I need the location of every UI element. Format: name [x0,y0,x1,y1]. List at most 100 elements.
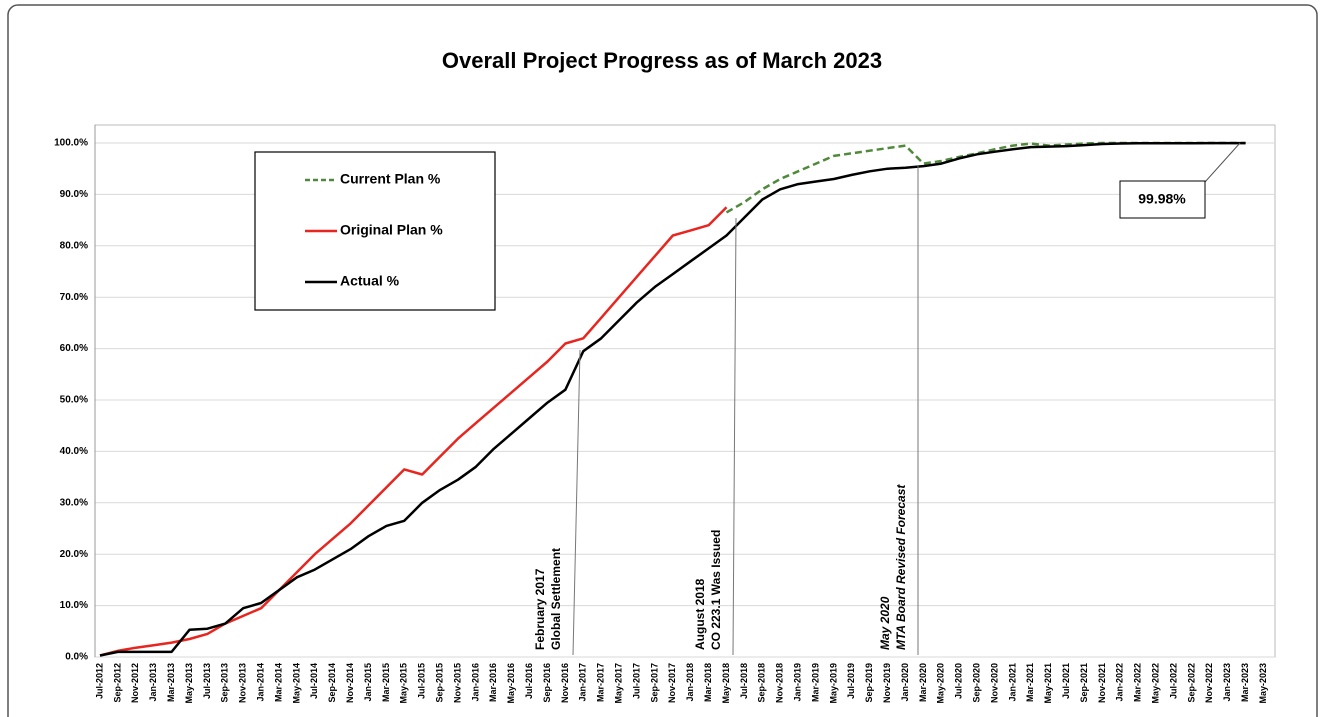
x-tick-label: Jul-2021 [1061,663,1071,699]
annotation-text: CO 223.1 Was Issued [709,530,723,650]
x-tick-label: Sep-2012 [112,663,122,703]
annotation-line [732,217,737,656]
x-tick-label: Jan-2020 [900,663,910,702]
x-tick-label: Nov-2021 [1097,663,1107,703]
x-tick-label: Sep-2019 [864,663,874,703]
annotation-text: February 2017 [533,568,547,650]
x-tick-label: Sep-2018 [757,663,767,703]
x-tick-label: Mar-2017 [596,663,606,702]
series-line [99,206,728,657]
x-tick-label: Mar-2020 [918,663,928,702]
x-tick-label: Sep-2014 [327,663,337,703]
x-tick-label: Nov-2018 [775,663,785,703]
x-tick-label: Nov-2013 [238,663,248,703]
x-tick-label: Mar-2013 [166,663,176,702]
x-tick-label: May-2021 [1043,663,1053,704]
x-tick-label: Jan-2014 [255,663,265,702]
annotations: February 2017 Global Settlement August 201… [533,142,1241,656]
y-tick-label: 10.0% [60,600,88,611]
legend-label: Actual % [340,273,400,289]
x-tick-label: Sep-2016 [542,663,552,703]
x-tick-label: Mar-2023 [1240,663,1250,702]
chart-title: Overall Project Progress as of March 202… [442,48,882,73]
x-tick-label: Sep-2021 [1079,663,1089,703]
x-tick-label: Jul-2019 [846,663,856,699]
annotation-text: May 2020 [878,596,892,650]
x-tick-label: Jan-2017 [578,663,588,702]
x-tick-label: Jan-2022 [1115,663,1125,702]
x-tick-label: Jul-2015 [417,663,427,699]
x-tick-label: Mar-2014 [273,663,283,702]
x-tick-label: May-2023 [1258,663,1268,704]
x-tick-label: May-2014 [291,663,301,704]
x-tick-label: Jul-2014 [309,663,319,699]
x-tick-label: Jul-2016 [524,663,534,699]
callout-box [1119,180,1206,219]
series-line [99,141,1246,657]
x-tick-label: Sep-2013 [220,663,230,703]
legend-box [254,151,496,311]
x-tick-label: Mar-2015 [381,663,391,702]
x-tick-label: Sep-2015 [434,663,444,703]
x-tick-label: May-2020 [936,663,946,704]
x-tick-label: Jul-2018 [739,663,749,699]
y-tick-label: 20.0% [60,549,88,560]
legend-label: Current Plan % [340,171,441,187]
x-tick-label: Jan-2013 [148,663,158,702]
legend-label: Original Plan % [340,222,443,238]
x-tick-label: Nov-2019 [882,663,892,703]
x-tick-label: May-2017 [613,663,623,704]
y-tick-label: 80.0% [60,240,88,251]
frame [7,4,1318,717]
x-tick-label: May-2022 [1150,663,1160,704]
x-tick-label: Mar-2018 [703,663,713,702]
x-tick-label: Nov-2015 [452,663,462,703]
y-tick-label: 100.0% [54,138,88,149]
callout-label: 99.98% [1138,191,1186,207]
x-tick-label: May-2013 [184,663,194,704]
x-tick-label: Nov-2022 [1204,663,1214,703]
annotation-text: August 2018 [693,578,707,650]
x-tick-label: May-2019 [828,663,838,704]
y-tick-label: 90.0% [60,189,88,200]
annotation-line [572,349,581,656]
x-tick-label: Nov-2020 [989,663,999,703]
x-tick-label: Nov-2016 [560,663,570,703]
y-tick-label: 60.0% [60,343,88,354]
annotation-text: Global Settlement [549,548,563,650]
callout-line [1204,142,1241,183]
x-tick-label: Mar-2016 [488,663,498,702]
x-tick-label: May-2016 [506,663,516,704]
x-tick-label: Jul-2022 [1168,663,1178,699]
x-tick-label: Jul-2013 [202,663,212,699]
x-tick-label: Jul-2020 [954,663,964,699]
x-tick-label: Jan-2015 [363,663,373,702]
x-tick-label: Jul-2012 [94,663,104,699]
legend: Current Plan % Original Plan % Actual % [305,171,443,289]
x-tick-label: Sep-2020 [971,663,981,703]
x-tick-label: Mar-2021 [1025,663,1035,702]
x-tick-label: Jan-2016 [470,663,480,702]
y-tick-label: 70.0% [60,292,88,303]
x-tick-label: Mar-2019 [810,663,820,702]
x-tick-label: May-2018 [721,663,731,704]
lines [99,141,1246,657]
x-tick-label: Nov-2017 [667,663,677,703]
x-tick-label: Jan-2023 [1222,663,1232,702]
x-tick-label: Jan-2021 [1007,663,1017,702]
annotation-text: MTA Board Revised Forecast [894,484,908,650]
y-tick-label: 50.0% [60,395,88,406]
x-tick-label: Nov-2012 [130,663,140,703]
x-tick-label: Mar-2022 [1133,663,1143,702]
x-tick-label: Jul-2017 [631,663,641,699]
y-tick-label: 40.0% [60,446,88,457]
x-tick-label: Jan-2019 [792,663,802,702]
y-tick-label: 30.0% [60,497,88,508]
x-tick-label: Nov-2014 [345,663,355,703]
x-tick-label: Sep-2017 [649,663,659,703]
x-tick-label: May-2015 [399,663,409,704]
x-tick-label: Jan-2018 [685,663,695,702]
y-tick-label: 0.0% [65,652,88,663]
x-tick-label: Sep-2022 [1186,663,1196,703]
